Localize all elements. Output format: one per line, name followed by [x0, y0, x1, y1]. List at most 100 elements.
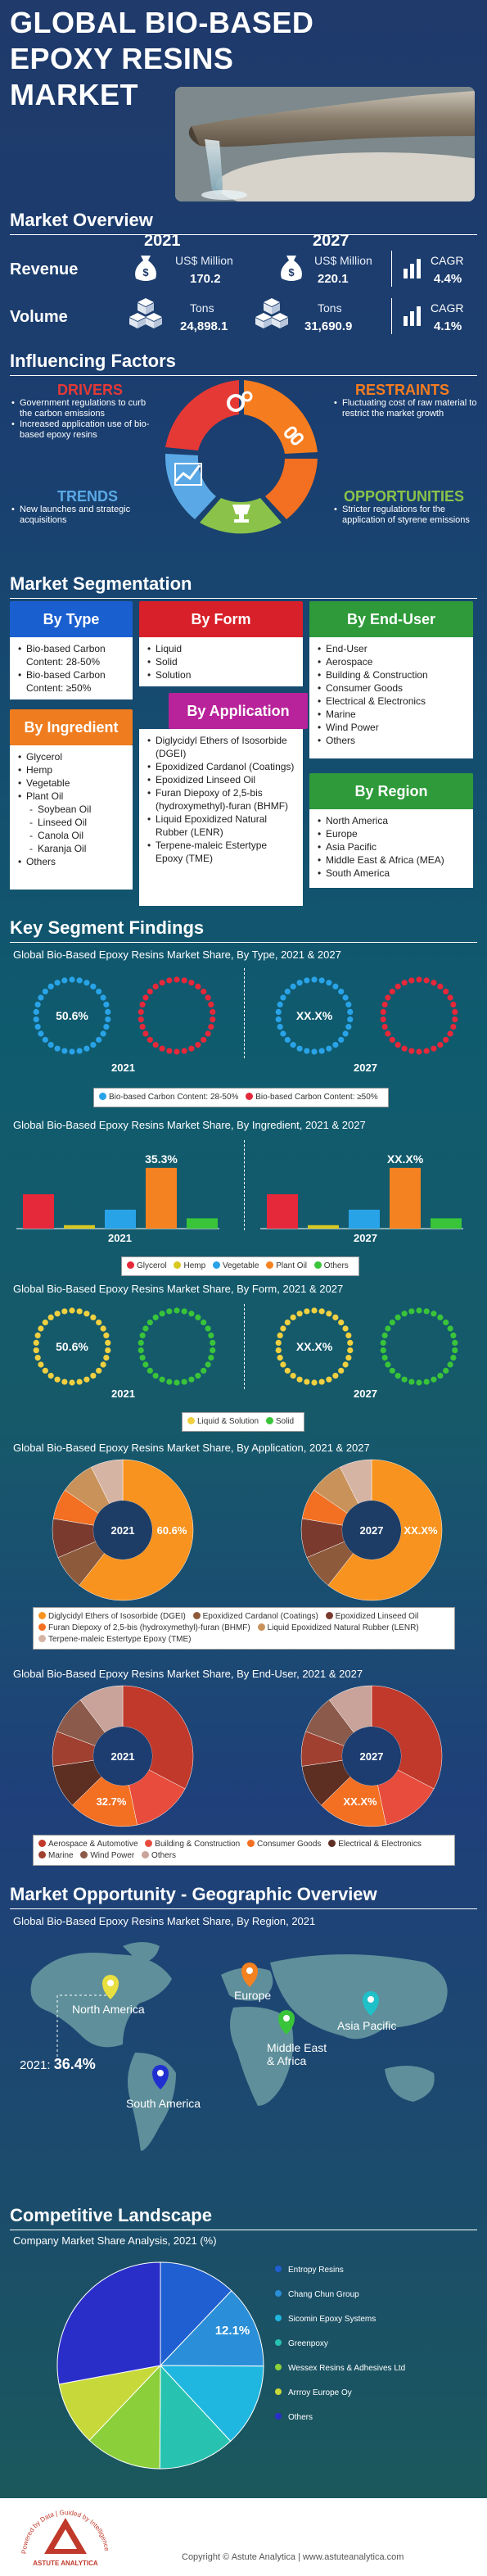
legend-swatch — [38, 1623, 46, 1631]
form-2027-ring-dot — [332, 1314, 339, 1321]
type-2027-value: XX.X% — [296, 1009, 333, 1022]
form-2027-ring-dot — [447, 1325, 453, 1332]
type-2021-ring-dot — [38, 994, 44, 1001]
type-2027-ring-dot — [284, 1036, 291, 1044]
legend-swatch — [257, 1623, 265, 1631]
type-2027-ring-dot — [431, 980, 437, 986]
type-2027-ring-dot — [395, 1041, 401, 1048]
company-slice — [160, 2261, 232, 2367]
form-2021-ring-dot — [174, 1307, 180, 1314]
legend-item: Diglycidyl Ethers of Isosorbide (DGEI) — [38, 1612, 186, 1621]
findings-title: Key Segment Findings — [10, 917, 205, 938]
type-2021-ring-dot — [61, 1048, 68, 1054]
by-end-user-card: By End-User End-User Aerospace Building … — [309, 601, 473, 758]
segmentation-title: Market Segmentation — [10, 573, 192, 594]
form-2021-ring-dot — [105, 1347, 111, 1354]
type-2021-ring-dot — [142, 1030, 149, 1037]
form-2027-value: XX.X% — [296, 1340, 333, 1353]
type-2027-ring-dot — [401, 980, 408, 986]
volume-unit-2021: Tons — [190, 301, 214, 315]
donut-hole — [342, 1501, 401, 1560]
by-application-item: Epoxidized Linseed Oil — [147, 773, 295, 786]
title-line-1: GLOBAL BIO-BASED — [10, 6, 314, 39]
trends-list: New launches and strategic acquisitions — [11, 505, 151, 526]
by-type-card: By Type Bio-based Carbon Content: 28-50%… — [10, 601, 133, 699]
form-2027-ring-dot — [431, 1311, 437, 1317]
by-region-item: Europe — [318, 827, 465, 840]
form-2021-ring-dot — [96, 1367, 102, 1374]
cube-stack-icon — [255, 297, 288, 328]
form-2027-ring-dot — [452, 1339, 458, 1347]
divider — [10, 1908, 477, 1909]
type-2027-ring-dot — [416, 976, 422, 983]
by-region-item: Asia Pacific — [318, 840, 465, 853]
driver-item: Increased application use of bio-based e… — [11, 419, 151, 441]
type-2027-ring-dot — [389, 988, 395, 995]
form-2021-ring-dot — [166, 1379, 173, 1385]
revenue-label: Revenue — [10, 260, 79, 278]
legend-item: Marine — [38, 1851, 74, 1860]
type-2027-ring-dot — [423, 977, 430, 984]
form-2021-ring-dot — [83, 1311, 90, 1317]
form-2021-ring-dot — [47, 1314, 54, 1321]
type-2021-ring-dot — [208, 1023, 214, 1030]
legend-item: Hemp — [174, 1261, 205, 1270]
type-2027-ring-dot — [345, 1023, 352, 1030]
type-2027-ring-dot — [450, 1001, 457, 1008]
ingredient-legend: Glycerol Hemp Vegetable Plant Oil Others — [121, 1256, 359, 1276]
by-type-item: Bio-based Carbon Content: ≥50% — [18, 668, 124, 695]
cube-stack-icon — [129, 297, 162, 328]
north-america-shape — [30, 1953, 172, 2048]
form-2027-ring-dot — [385, 1325, 391, 1332]
by-ingredient-item: Hemp — [18, 763, 124, 776]
form-chart-title: Global Bio-Based Epoxy Resins Market Sha… — [13, 1283, 344, 1295]
form-2021-ring-dot — [159, 1376, 165, 1383]
divider-vertical — [391, 298, 392, 334]
form-2021-ring-dot — [139, 1354, 146, 1361]
by-end-user-item: Aerospace — [318, 655, 465, 668]
form-2021-ring-dot — [33, 1347, 39, 1354]
enduser-2021-value: 32.7% — [97, 1795, 127, 1808]
form-2021-ring-dot — [147, 1319, 153, 1326]
label-south-america: South America — [126, 2097, 201, 2110]
by-ingredient-list: Glycerol Hemp Vegetable Plant Oil Soybea… — [10, 745, 133, 890]
form-2021-ring-dot — [181, 1379, 187, 1385]
type-2027-ring-dot — [304, 977, 310, 984]
form-2021-ring-dot — [42, 1367, 48, 1374]
type-2021-ring-dot — [38, 1030, 44, 1037]
north-america-share: 2021: 36.4% — [20, 2056, 96, 2073]
type-2021-ring-dot — [195, 983, 201, 990]
donut-hole — [93, 1727, 152, 1786]
type-2027-ring-dot — [284, 988, 291, 995]
type-2021-ring-dot — [201, 1036, 207, 1044]
ingredient-year-2021: 2021 — [108, 1232, 132, 1244]
form-2027-ring-dot — [332, 1372, 339, 1379]
legend-item: Bio-based Carbon Content: ≥50% — [246, 1093, 378, 1102]
legend-item: Consumer Goods — [247, 1840, 321, 1849]
by-application-title: By Application — [169, 693, 308, 729]
type-2027-ring-dot — [385, 1030, 391, 1037]
legend-swatch — [192, 1612, 201, 1619]
factors-header: Influencing Factors — [0, 351, 487, 376]
type-2021-ring-dot — [152, 983, 159, 990]
form-2021-ring-dot — [33, 1339, 39, 1347]
form-2027-ring-dot — [408, 1308, 415, 1315]
form-2021-ring-dot — [34, 1354, 41, 1361]
form-2027-ring-dot — [347, 1339, 354, 1347]
ingredient-bar — [390, 1167, 421, 1229]
type-2027-ring-dot — [290, 1041, 296, 1048]
legend-label: Liquid Epoxidized Natural Rubber (LENR) — [267, 1623, 419, 1632]
type-year-2021: 2021 — [111, 1062, 135, 1074]
form-2027-ring-dot — [345, 1354, 352, 1361]
company-legend-label: Entropy Resins — [288, 2266, 344, 2275]
pin-north-america-icon — [102, 1975, 119, 1999]
form-year-2021: 2021 — [111, 1388, 135, 1400]
company-legend-label: Arrroy Europe Oy — [288, 2388, 352, 2397]
type-2027-ring-dot — [381, 1023, 388, 1030]
form-2021-ring-dot — [103, 1332, 110, 1339]
enduser-chart-title: Global Bio-Based Epoxy Resins Market Sha… — [13, 1668, 363, 1680]
ingredient-bar — [267, 1194, 298, 1229]
form-2021-ring-dot — [54, 1311, 61, 1317]
legend-label: Others — [323, 1261, 349, 1270]
form-2027-ring-dot — [318, 1308, 325, 1315]
